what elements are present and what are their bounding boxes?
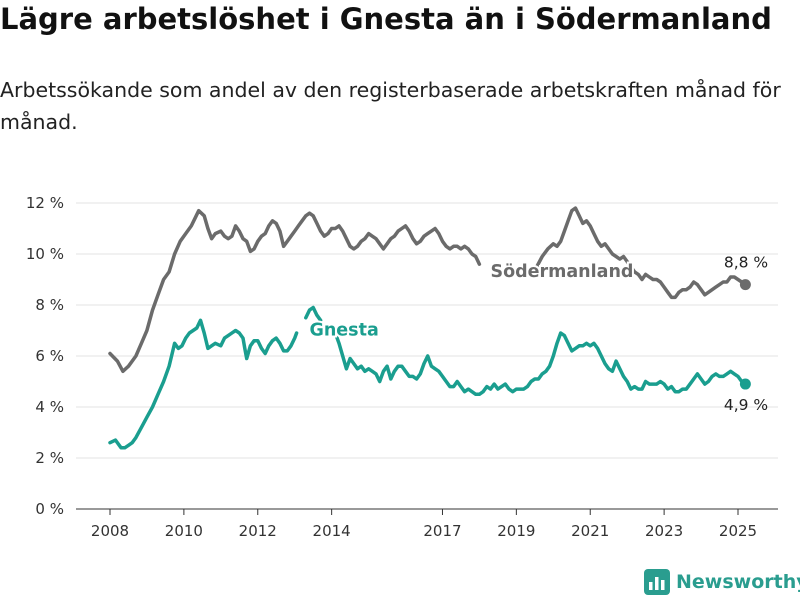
x-tick-label: 2010 (165, 522, 203, 540)
line-chart: 0 % 2 % 4 % 6 % 8 % 10 % 12 % 2008 2010 2012 2014 2… (0, 0, 800, 560)
series-end-point (740, 279, 751, 290)
x-tick-label: 2014 (313, 522, 351, 540)
x-tick-label: 2019 (497, 522, 535, 540)
x-tick-label: 2025 (719, 522, 757, 540)
bar-chart-icon (644, 569, 670, 595)
brand-name: Newsworthy (676, 571, 800, 593)
y-tick-label: 8 % (35, 296, 64, 314)
y-tick-label: 6 % (35, 347, 64, 365)
brand-logo: Newsworthy (644, 567, 800, 597)
x-tick-label: 2008 (91, 522, 129, 540)
series-line-gnesta (335, 333, 745, 394)
x-tick-label: 2021 (571, 522, 609, 540)
x-tick-label: 2012 (239, 522, 277, 540)
series-line-gnesta (306, 308, 321, 321)
y-tick-label: 2 % (35, 449, 64, 467)
series-end-label: 4,9 % (724, 396, 768, 414)
series-line-södermanland (537, 208, 746, 297)
series-end-point (740, 379, 751, 390)
y-tick-label: 0 % (35, 500, 64, 518)
x-tick-label: 2017 (423, 522, 461, 540)
series-label: Södermanland (490, 262, 633, 282)
series-end-label: 8,8 % (724, 254, 768, 272)
y-tick-label: 10 % (26, 245, 64, 263)
series-line-gnesta (110, 320, 297, 448)
x-tick-label: 2023 (645, 522, 683, 540)
y-tick-label: 4 % (35, 398, 64, 416)
y-tick-label: 12 % (26, 194, 64, 212)
series-label: Gnesta (309, 321, 378, 341)
series-line-södermanland (110, 211, 479, 372)
